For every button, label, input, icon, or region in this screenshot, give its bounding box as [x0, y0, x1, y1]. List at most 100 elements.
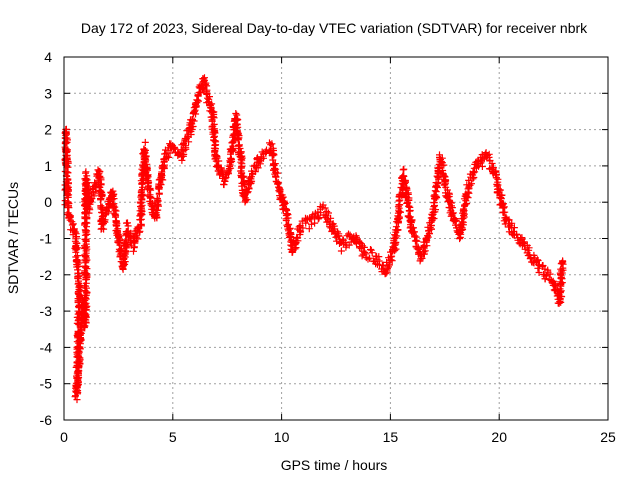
data-point: [485, 153, 493, 161]
data-point: [446, 197, 454, 205]
data-point: [270, 151, 278, 159]
data-point: [66, 213, 74, 221]
data-point: [166, 149, 174, 157]
plot-frame: [63, 56, 609, 421]
data-point: [178, 156, 186, 164]
data-point: [281, 205, 289, 213]
data-point: [505, 216, 513, 224]
data-point: [132, 233, 140, 241]
y-tick-label: 1: [44, 158, 52, 174]
data-point: [130, 243, 138, 251]
axis-ticks: 0 5 10 15 20 25 -6 -5 -4 -3 -2 -1 0 1 2 3 4: [40, 49, 616, 445]
data-point: [279, 193, 287, 201]
x-tick-label: 10: [274, 429, 290, 445]
data-point: [459, 218, 467, 226]
data-point: [137, 210, 144, 218]
data-point: [337, 247, 345, 255]
data-point: [311, 219, 319, 227]
data-point: [142, 152, 150, 160]
data-point: [274, 169, 282, 177]
data-point: [63, 190, 71, 198]
data-point: [207, 104, 215, 112]
data-point: [394, 226, 402, 234]
data-point: [543, 271, 551, 279]
data-point: [367, 246, 374, 253]
data-point: [272, 165, 280, 173]
data-point: [406, 207, 414, 214]
data-point: [535, 261, 543, 269]
data-point: [267, 141, 275, 149]
data-point: [387, 253, 395, 261]
data-point: [366, 254, 374, 262]
data-point: [540, 270, 548, 278]
data-point: [74, 374, 82, 382]
data-point: [557, 271, 565, 279]
data-point: [440, 161, 448, 169]
data-point: [456, 235, 464, 243]
data-point: [165, 153, 172, 161]
y-tick-label: -5: [40, 376, 53, 392]
y-tick-label: 0: [44, 194, 52, 210]
data-point: [76, 329, 84, 337]
data-point: [408, 217, 416, 225]
data-point: [87, 198, 95, 206]
y-tick-label: 4: [44, 49, 52, 65]
data-point: [61, 129, 69, 137]
data-point: [67, 212, 74, 220]
x-axis-label: GPS time / hours: [281, 457, 388, 473]
data-point: [434, 168, 442, 176]
data-point: [385, 261, 393, 269]
data-point: [424, 233, 432, 241]
data-point: [74, 244, 82, 252]
y-tick-label: 3: [44, 85, 52, 101]
data-point: [498, 191, 506, 199]
data-point: [556, 289, 564, 297]
data-point: [459, 226, 467, 234]
data-point: [181, 136, 189, 144]
data-point: [64, 169, 71, 177]
data-point: [478, 163, 486, 170]
data-point: [77, 336, 85, 344]
data-point: [209, 122, 217, 130]
data-point: [404, 198, 411, 206]
data-point: [153, 195, 161, 203]
data-point: [184, 132, 192, 140]
data-point: [98, 203, 106, 211]
data-point: [286, 233, 294, 241]
data-point: [401, 180, 409, 187]
data-point: [222, 174, 230, 181]
data-point: [228, 139, 236, 147]
data-point: [325, 209, 332, 217]
data-point: [142, 166, 150, 174]
data-point: [327, 214, 335, 222]
y-axis-label: SDTVAR / TECUs: [5, 182, 21, 294]
data-point: [97, 196, 105, 204]
data-point: [119, 261, 127, 269]
data-point: [82, 279, 90, 287]
y-tick-label: 2: [44, 122, 52, 138]
data-point: [558, 259, 566, 267]
data-point: [201, 81, 209, 89]
data-point: [76, 284, 84, 292]
data-point: [447, 199, 455, 207]
data-point: [452, 217, 460, 224]
y-tick-label: -6: [40, 412, 53, 428]
data-point: [555, 299, 563, 307]
data-point: [205, 95, 213, 103]
data-point: [489, 164, 497, 172]
data-point: [418, 254, 426, 262]
data-point: [466, 181, 474, 189]
data-point: [430, 203, 438, 211]
data-point: [395, 201, 403, 209]
data-point: [364, 255, 372, 263]
data-point: [460, 207, 467, 215]
data-point: [421, 247, 429, 255]
data-point: [321, 204, 329, 212]
data-point: [525, 244, 533, 252]
data-point: [185, 138, 193, 146]
data-point: [521, 245, 529, 253]
x-tick-label: 15: [383, 429, 399, 445]
data-point: [215, 157, 223, 165]
data-point: [64, 136, 71, 144]
data-point: [65, 186, 72, 194]
